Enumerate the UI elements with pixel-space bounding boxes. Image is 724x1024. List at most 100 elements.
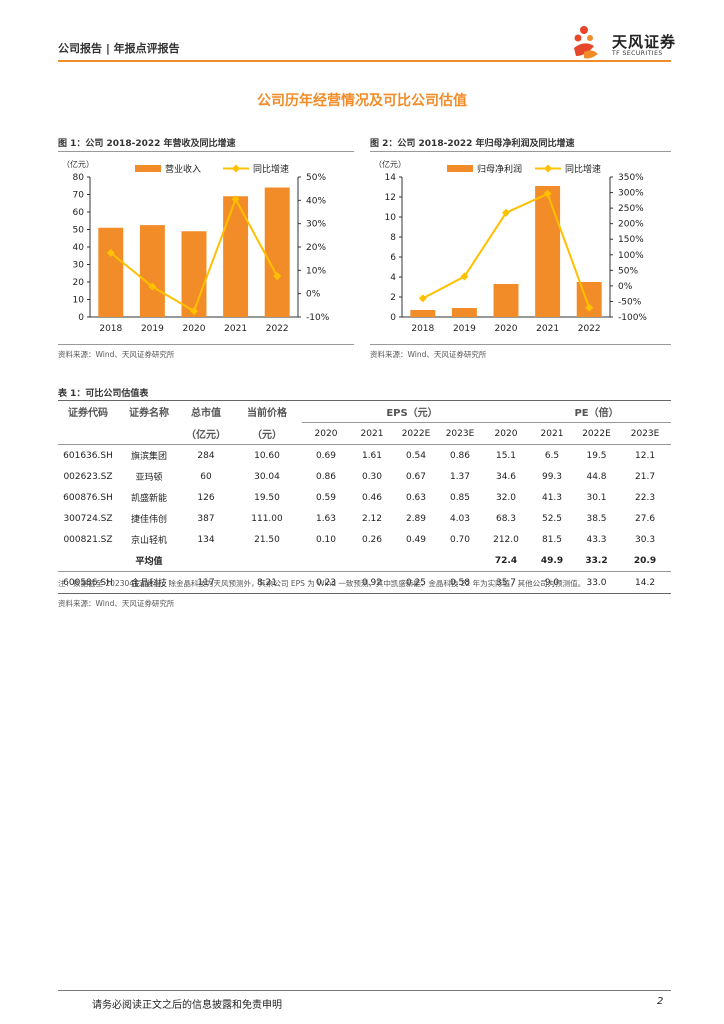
cell: 387 bbox=[197, 513, 215, 524]
footer-rule bbox=[58, 990, 671, 991]
bar bbox=[98, 227, 124, 317]
right-tick-label: 10% bbox=[306, 266, 326, 276]
legend-bar-swatch bbox=[135, 165, 161, 172]
cell: 1.37 bbox=[449, 471, 471, 482]
legend-line-label: 同比增速 bbox=[565, 163, 601, 175]
left-tick-label: 10 bbox=[73, 296, 85, 306]
report-header: 公司报告 | 年报点评报告 bbox=[58, 42, 180, 55]
figure1-title: 图 1：公司 2018-2022 年营收及同比增速 bbox=[58, 139, 236, 149]
table-top-rule bbox=[58, 400, 671, 401]
cell: 0.10 bbox=[315, 534, 337, 545]
x-tick-label: 2021 bbox=[536, 324, 559, 334]
left-tick-label: 20 bbox=[73, 278, 85, 288]
left-tick-label: 70 bbox=[73, 191, 85, 201]
left-tick-label: 12 bbox=[385, 193, 396, 203]
right-tick-label: 0% bbox=[618, 282, 633, 292]
header-rule bbox=[58, 60, 671, 62]
cell: 22.3 bbox=[635, 492, 656, 503]
right-tick-label: 0% bbox=[306, 290, 321, 300]
cell: 000821.SZ bbox=[63, 534, 113, 545]
year-header: 2020 bbox=[494, 428, 518, 439]
right-tick-label: 150% bbox=[618, 235, 644, 245]
growth-point bbox=[502, 208, 510, 217]
right-tick-label: 30% bbox=[306, 220, 326, 230]
cell: 2.12 bbox=[361, 513, 383, 524]
cell: 0.23 bbox=[315, 577, 337, 588]
table-row: 300724.SZ 捷佳伟创 387 111.00 1.63 2.12 2.89 4.03 68… bbox=[58, 508, 671, 529]
left-tick-label: 8 bbox=[390, 233, 396, 243]
cell: 600586.SH bbox=[63, 577, 113, 588]
figure2-bottom-rule bbox=[370, 344, 671, 345]
table-row: 601636.SH 旗滨集团 284 10.60 0.69 1.61 0.54 0.86 15.… bbox=[58, 445, 671, 467]
table-row: 000821.SZ 京山轻机 134 21.50 0.10 0.26 0.49 0.70 212… bbox=[58, 529, 671, 550]
table-row: 600876.SH 凯盛新能 126 19.50 0.59 0.46 0.63 0.85 32.… bbox=[58, 487, 671, 508]
left-tick-label: 30 bbox=[73, 261, 85, 271]
cell: 60 bbox=[200, 471, 212, 482]
figure2-title: 图 2：公司 2018-2022 年归母净利润及同比增速 bbox=[370, 139, 575, 149]
figure2-source: 资料来源：Wind、天风证券研究所 bbox=[370, 350, 487, 359]
right-tick-label: 50% bbox=[618, 266, 638, 276]
cell: 126 bbox=[197, 492, 215, 503]
cell: 601636.SH bbox=[63, 450, 113, 461]
cell: 30.04 bbox=[254, 471, 280, 482]
cell: 14.2 bbox=[635, 577, 656, 588]
logo-text-en: TF SECURITIES bbox=[612, 50, 663, 57]
x-tick-label: 2018 bbox=[99, 324, 122, 334]
cell: 0.59 bbox=[315, 492, 337, 503]
bar bbox=[535, 186, 561, 317]
bar bbox=[576, 282, 602, 317]
cell: 38.5 bbox=[586, 513, 607, 524]
left-axis-unit: （亿元） bbox=[62, 159, 94, 169]
cell: 6.5 bbox=[544, 450, 560, 461]
cell: 0.58 bbox=[449, 577, 471, 588]
cell: 0.26 bbox=[361, 534, 383, 545]
page-number: 2 bbox=[657, 996, 664, 1007]
table-header-row-2: （亿元） （元） 2020 2021 2022E 2023E 2020 2021… bbox=[58, 423, 672, 445]
cell: 9.0 bbox=[544, 577, 560, 588]
figure2-rule bbox=[370, 151, 671, 152]
x-tick-label: 2019 bbox=[453, 324, 476, 334]
col-mcap-header: 总市值 bbox=[191, 408, 221, 420]
cell: 0.30 bbox=[361, 471, 383, 482]
growth-point bbox=[106, 248, 115, 257]
cell: 35.7 bbox=[495, 577, 517, 588]
right-tick-label: 200% bbox=[618, 220, 644, 230]
year-header: 2021 bbox=[360, 428, 384, 439]
cell: 0.92 bbox=[361, 577, 383, 588]
bar bbox=[264, 187, 290, 317]
figure1-source: 资料来源：Wind、天风证券研究所 bbox=[58, 350, 175, 359]
cell: 002623.SZ bbox=[63, 471, 113, 482]
tf-logo-icon bbox=[574, 26, 598, 59]
left-tick-label: 14 bbox=[385, 173, 397, 183]
cell: 30.1 bbox=[586, 492, 607, 503]
cell: 2.89 bbox=[405, 513, 427, 524]
growth-point bbox=[148, 282, 157, 291]
cell: 99.3 bbox=[541, 471, 563, 482]
year-header: 2022E bbox=[582, 428, 611, 439]
left-tick-label: 2 bbox=[390, 293, 396, 303]
left-tick-label: 4 bbox=[390, 273, 396, 283]
cell: 134 bbox=[197, 534, 215, 545]
right-tick-label: -50% bbox=[618, 297, 642, 307]
growth-point bbox=[418, 294, 427, 303]
growth-point bbox=[460, 272, 469, 281]
growth-point bbox=[543, 189, 552, 198]
cell: 1.61 bbox=[361, 450, 383, 461]
cell: 京山轻机 bbox=[130, 536, 167, 546]
right-tick-label: -10% bbox=[306, 313, 330, 323]
legend-bar-swatch bbox=[447, 165, 473, 172]
right-tick-label: 100% bbox=[618, 251, 644, 261]
col-pe-header: PE（倍） bbox=[482, 401, 672, 423]
right-tick-label: 40% bbox=[306, 196, 326, 206]
x-tick-label: 2019 bbox=[141, 324, 164, 334]
col-price-header: 当前价格 bbox=[247, 408, 287, 420]
left-tick-label: 0 bbox=[78, 313, 84, 323]
bar bbox=[410, 310, 436, 317]
table-title: 表 1：可比公司估值表 bbox=[58, 389, 149, 399]
bar bbox=[181, 231, 207, 317]
cell: 0.49 bbox=[405, 534, 427, 545]
cell: 8.21 bbox=[256, 577, 278, 588]
right-tick-label: 50% bbox=[306, 173, 326, 183]
avg-value: 72.4 bbox=[494, 555, 518, 566]
x-tick-label: 2018 bbox=[411, 324, 434, 334]
